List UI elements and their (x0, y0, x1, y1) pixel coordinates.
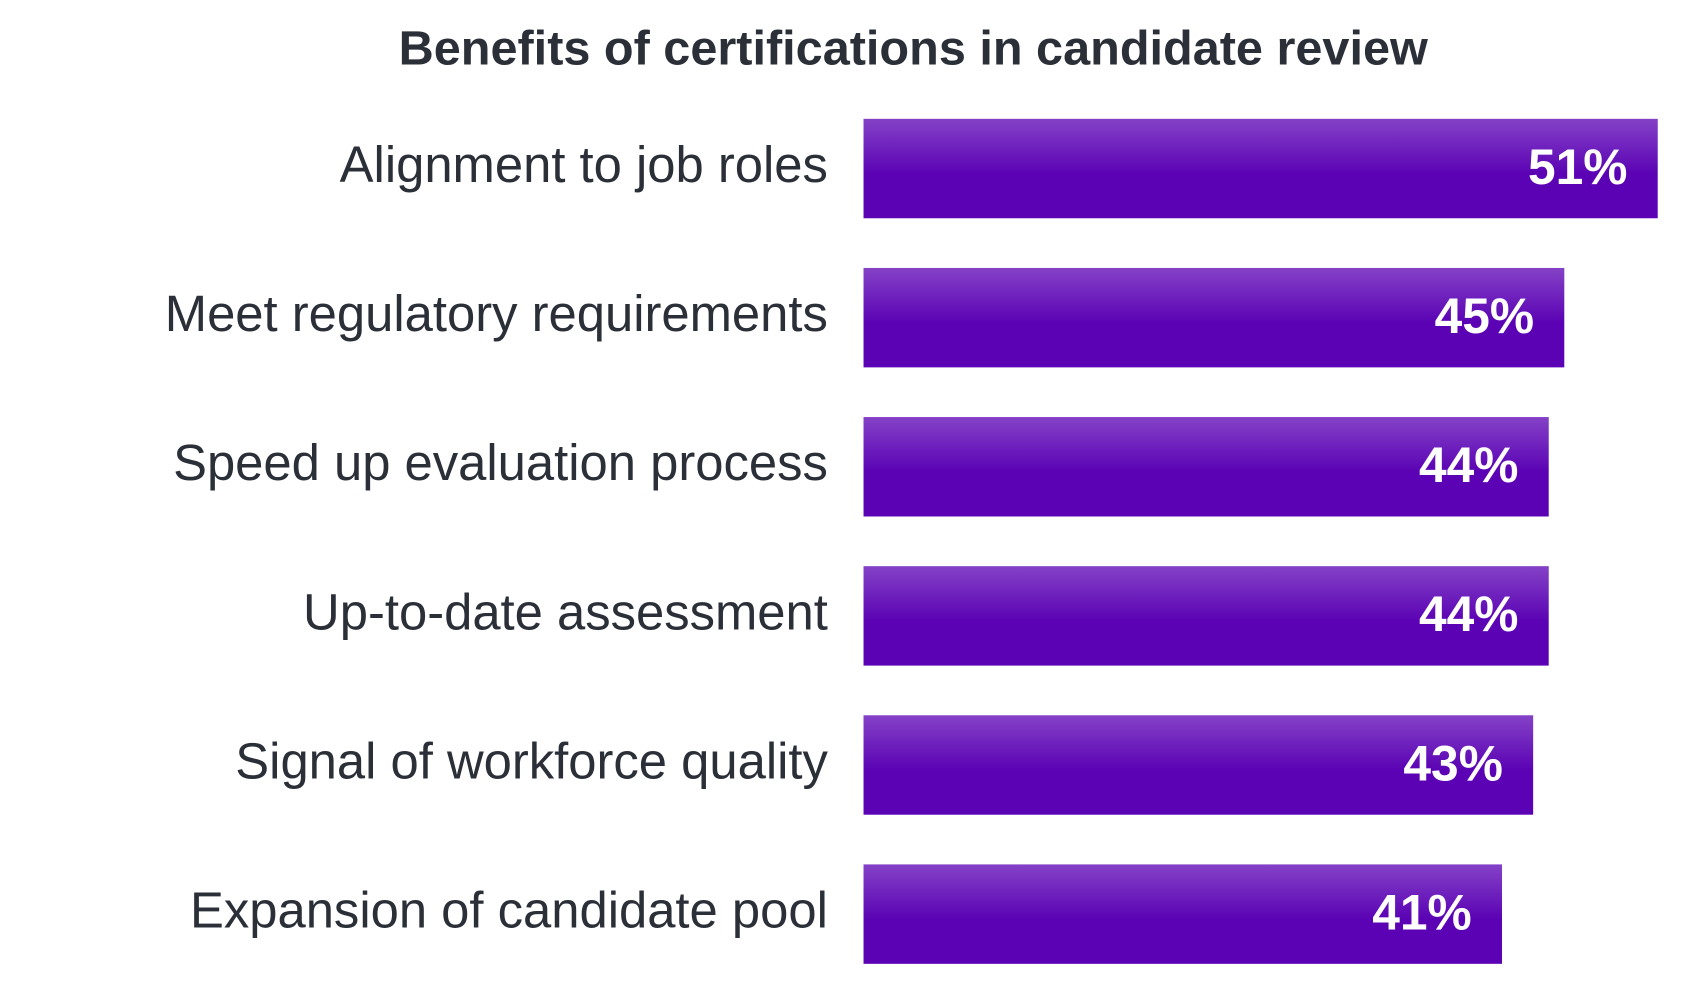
bar-sheen (863, 566, 1549, 666)
bar-sheen (863, 417, 1549, 517)
value-label: 44% (1419, 437, 1518, 493)
category-label: Speed up evaluation process (173, 434, 828, 491)
bar-sheen (863, 715, 1534, 815)
value-label: 45% (1435, 288, 1534, 344)
category-label: Expansion of candidate pool (190, 882, 828, 939)
bar-sheen (863, 864, 1502, 964)
category-label: Up-to-date assessment (303, 583, 828, 640)
value-label: 44% (1419, 586, 1518, 642)
bar-sheen (863, 118, 1658, 219)
value-label: 51% (1528, 139, 1627, 195)
category-label: Meet regulatory requirements (165, 285, 828, 342)
category-label: Signal of workforce quality (235, 732, 828, 789)
category-label: Alignment to job roles (340, 136, 828, 193)
chart-title: Benefits of certifications in candidate … (399, 22, 1428, 76)
value-label: 41% (1372, 884, 1471, 940)
bar-sheen (863, 267, 1565, 368)
value-label: 43% (1403, 735, 1502, 791)
